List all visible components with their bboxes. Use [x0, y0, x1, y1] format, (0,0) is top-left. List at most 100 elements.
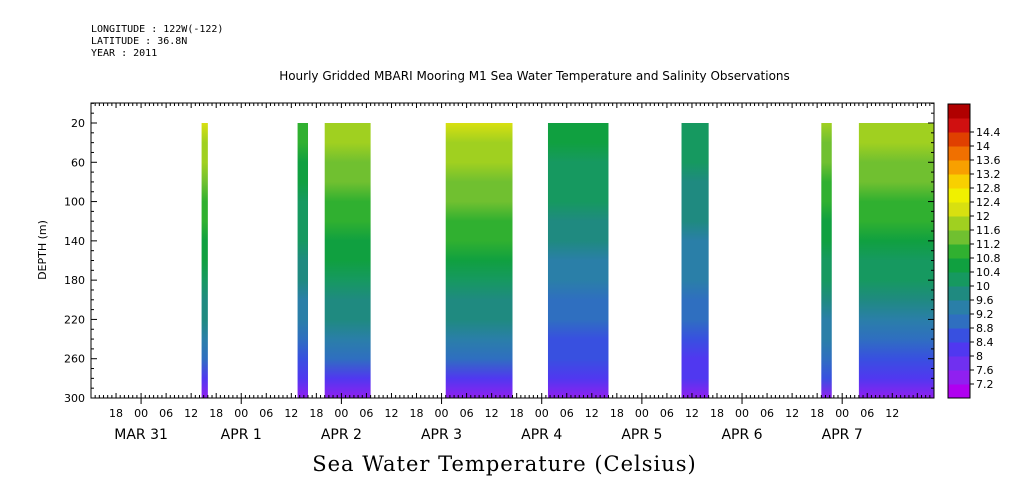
colorbar-swatch — [948, 104, 970, 119]
data-segment — [547, 123, 609, 398]
x-tick-label: 18 — [610, 407, 624, 420]
colorbar-label: 12.8 — [976, 182, 1001, 195]
x-tick-label: 18 — [810, 407, 824, 420]
x-date-label: MAR 31 — [114, 427, 168, 443]
colorbar-swatch — [948, 384, 970, 399]
colorbar-label: 14.4 — [976, 126, 1001, 139]
x-tick-label: 18 — [410, 407, 424, 420]
colorbar-label: 12 — [976, 210, 990, 223]
axes-layer: 18 00 06 12 18 00 06 12 18 00 06 12 18 00 06 12 18 00 06 12… — [36, 102, 935, 443]
x-tick-label: 06 — [460, 407, 474, 420]
colorbar-swatch — [948, 258, 970, 273]
colorbar-label: 10.8 — [976, 252, 1001, 265]
x-tick-label: 12 — [184, 407, 198, 420]
metadata-block: LONGITUDE : 122W(-122) LATITUDE : 36.8N … — [91, 24, 223, 60]
x-tick-label: 00 — [835, 407, 849, 420]
latitude-label: LATITUDE : 36.8N — [91, 36, 188, 47]
colorbar: 7.27.688.48.89.29.61010.410.811.211.6121… — [947, 103, 1001, 399]
data-segment — [821, 123, 832, 398]
x-tick-label: 12 — [885, 407, 899, 420]
x-tick-label: 06 — [159, 407, 173, 420]
y-tick-label: 100 — [64, 196, 85, 209]
colorbar-swatch — [948, 370, 970, 385]
colorbar-label: 8.8 — [976, 322, 994, 335]
colorbar-swatch — [948, 230, 970, 245]
colorbar-swatch — [948, 188, 970, 203]
x-tick-label: 06 — [760, 407, 774, 420]
x-date-label: APR 5 — [621, 427, 662, 443]
x-tick-label: 18 — [309, 407, 323, 420]
x-date-label: APR 3 — [421, 427, 462, 443]
colorbar-swatch — [948, 286, 970, 301]
x-date-label: APR 6 — [721, 427, 762, 443]
colorbar-label: 8 — [976, 350, 983, 363]
colorbar-swatch — [948, 328, 970, 343]
longitude-label: LONGITUDE : 122W(-122) — [91, 24, 224, 35]
x-tick-label: 12 — [384, 407, 398, 420]
x-tick-label: 12 — [585, 407, 599, 420]
colorbar-swatch — [948, 118, 970, 133]
x-date-label: APR 2 — [321, 427, 362, 443]
colorbar-swatch — [948, 160, 970, 175]
year-label: YEAR : 2011 — [91, 48, 158, 59]
x-tick-label: 18 — [510, 407, 524, 420]
y-axis-label: DEPTH (m) — [36, 220, 49, 280]
colorbar-label: 13.2 — [976, 168, 1001, 181]
x-tick-label: 06 — [259, 407, 273, 420]
colorbar-swatch — [948, 314, 970, 329]
x-tick-label: 12 — [685, 407, 699, 420]
y-tick-label: 140 — [64, 235, 85, 248]
colorbar-label: 7.2 — [976, 378, 994, 391]
heatmap-layer — [201, 123, 934, 398]
x-tick-label: 12 — [485, 407, 499, 420]
data-segment — [324, 123, 371, 398]
colorbar-label: 9.6 — [976, 294, 994, 307]
x-tick-label: 00 — [535, 407, 549, 420]
y-tick-label: 60 — [71, 156, 85, 169]
colorbar-label: 7.6 — [976, 364, 994, 377]
colorbar-label: 11.6 — [976, 224, 1001, 237]
colorbar-frame — [947, 103, 971, 399]
x-tick-label: 12 — [785, 407, 799, 420]
x-tick-label: 06 — [860, 407, 874, 420]
x-tick-label: 18 — [209, 407, 223, 420]
colorbar-label: 13.6 — [976, 154, 1001, 167]
colorbar-label: 9.2 — [976, 308, 994, 321]
colorbar-swatch — [948, 356, 970, 371]
y-tick-label: 180 — [64, 274, 85, 287]
data-segment — [445, 123, 513, 398]
y-tick-label: 20 — [71, 117, 85, 130]
x-tick-label: 12 — [284, 407, 298, 420]
x-date-label: APR 7 — [822, 427, 863, 443]
colorbar-swatch — [948, 202, 970, 217]
data-segment — [858, 123, 934, 398]
colorbar-swatch — [948, 300, 970, 315]
colorbar-swatch — [948, 342, 970, 357]
chart-title: Hourly Gridded MBARI Mooring M1 Sea Wate… — [279, 69, 790, 83]
x-tick-label: 18 — [710, 407, 724, 420]
x-date-label: APR 4 — [521, 427, 562, 443]
x-date-label: APR 1 — [221, 427, 262, 443]
x-tick-label: 18 — [109, 407, 123, 420]
colorbar-swatch — [948, 174, 970, 189]
colorbar-label: 8.4 — [976, 336, 994, 349]
colorbar-label: 14 — [976, 140, 990, 153]
x-tick-label: 00 — [435, 407, 449, 420]
x-tick-label: 00 — [735, 407, 749, 420]
y-tick-label: 220 — [64, 313, 85, 326]
colorbar-label: 12.4 — [976, 196, 1001, 209]
x-tick-label: 00 — [134, 407, 148, 420]
colorbar-swatch — [948, 216, 970, 231]
x-tick-label: 06 — [560, 407, 574, 420]
colorbar-label: 10.4 — [976, 266, 1001, 279]
x-tick-label: 00 — [234, 407, 248, 420]
data-segment — [681, 123, 709, 398]
x-tick-label: 00 — [334, 407, 348, 420]
colorbar-label: 11.2 — [976, 238, 1001, 251]
data-segment — [297, 123, 309, 398]
variable-title: Sea Water Temperature (Celsius) — [312, 452, 697, 476]
colorbar-swatch — [948, 272, 970, 287]
colorbar-swatch — [948, 132, 970, 147]
x-tick-label: 06 — [359, 407, 373, 420]
